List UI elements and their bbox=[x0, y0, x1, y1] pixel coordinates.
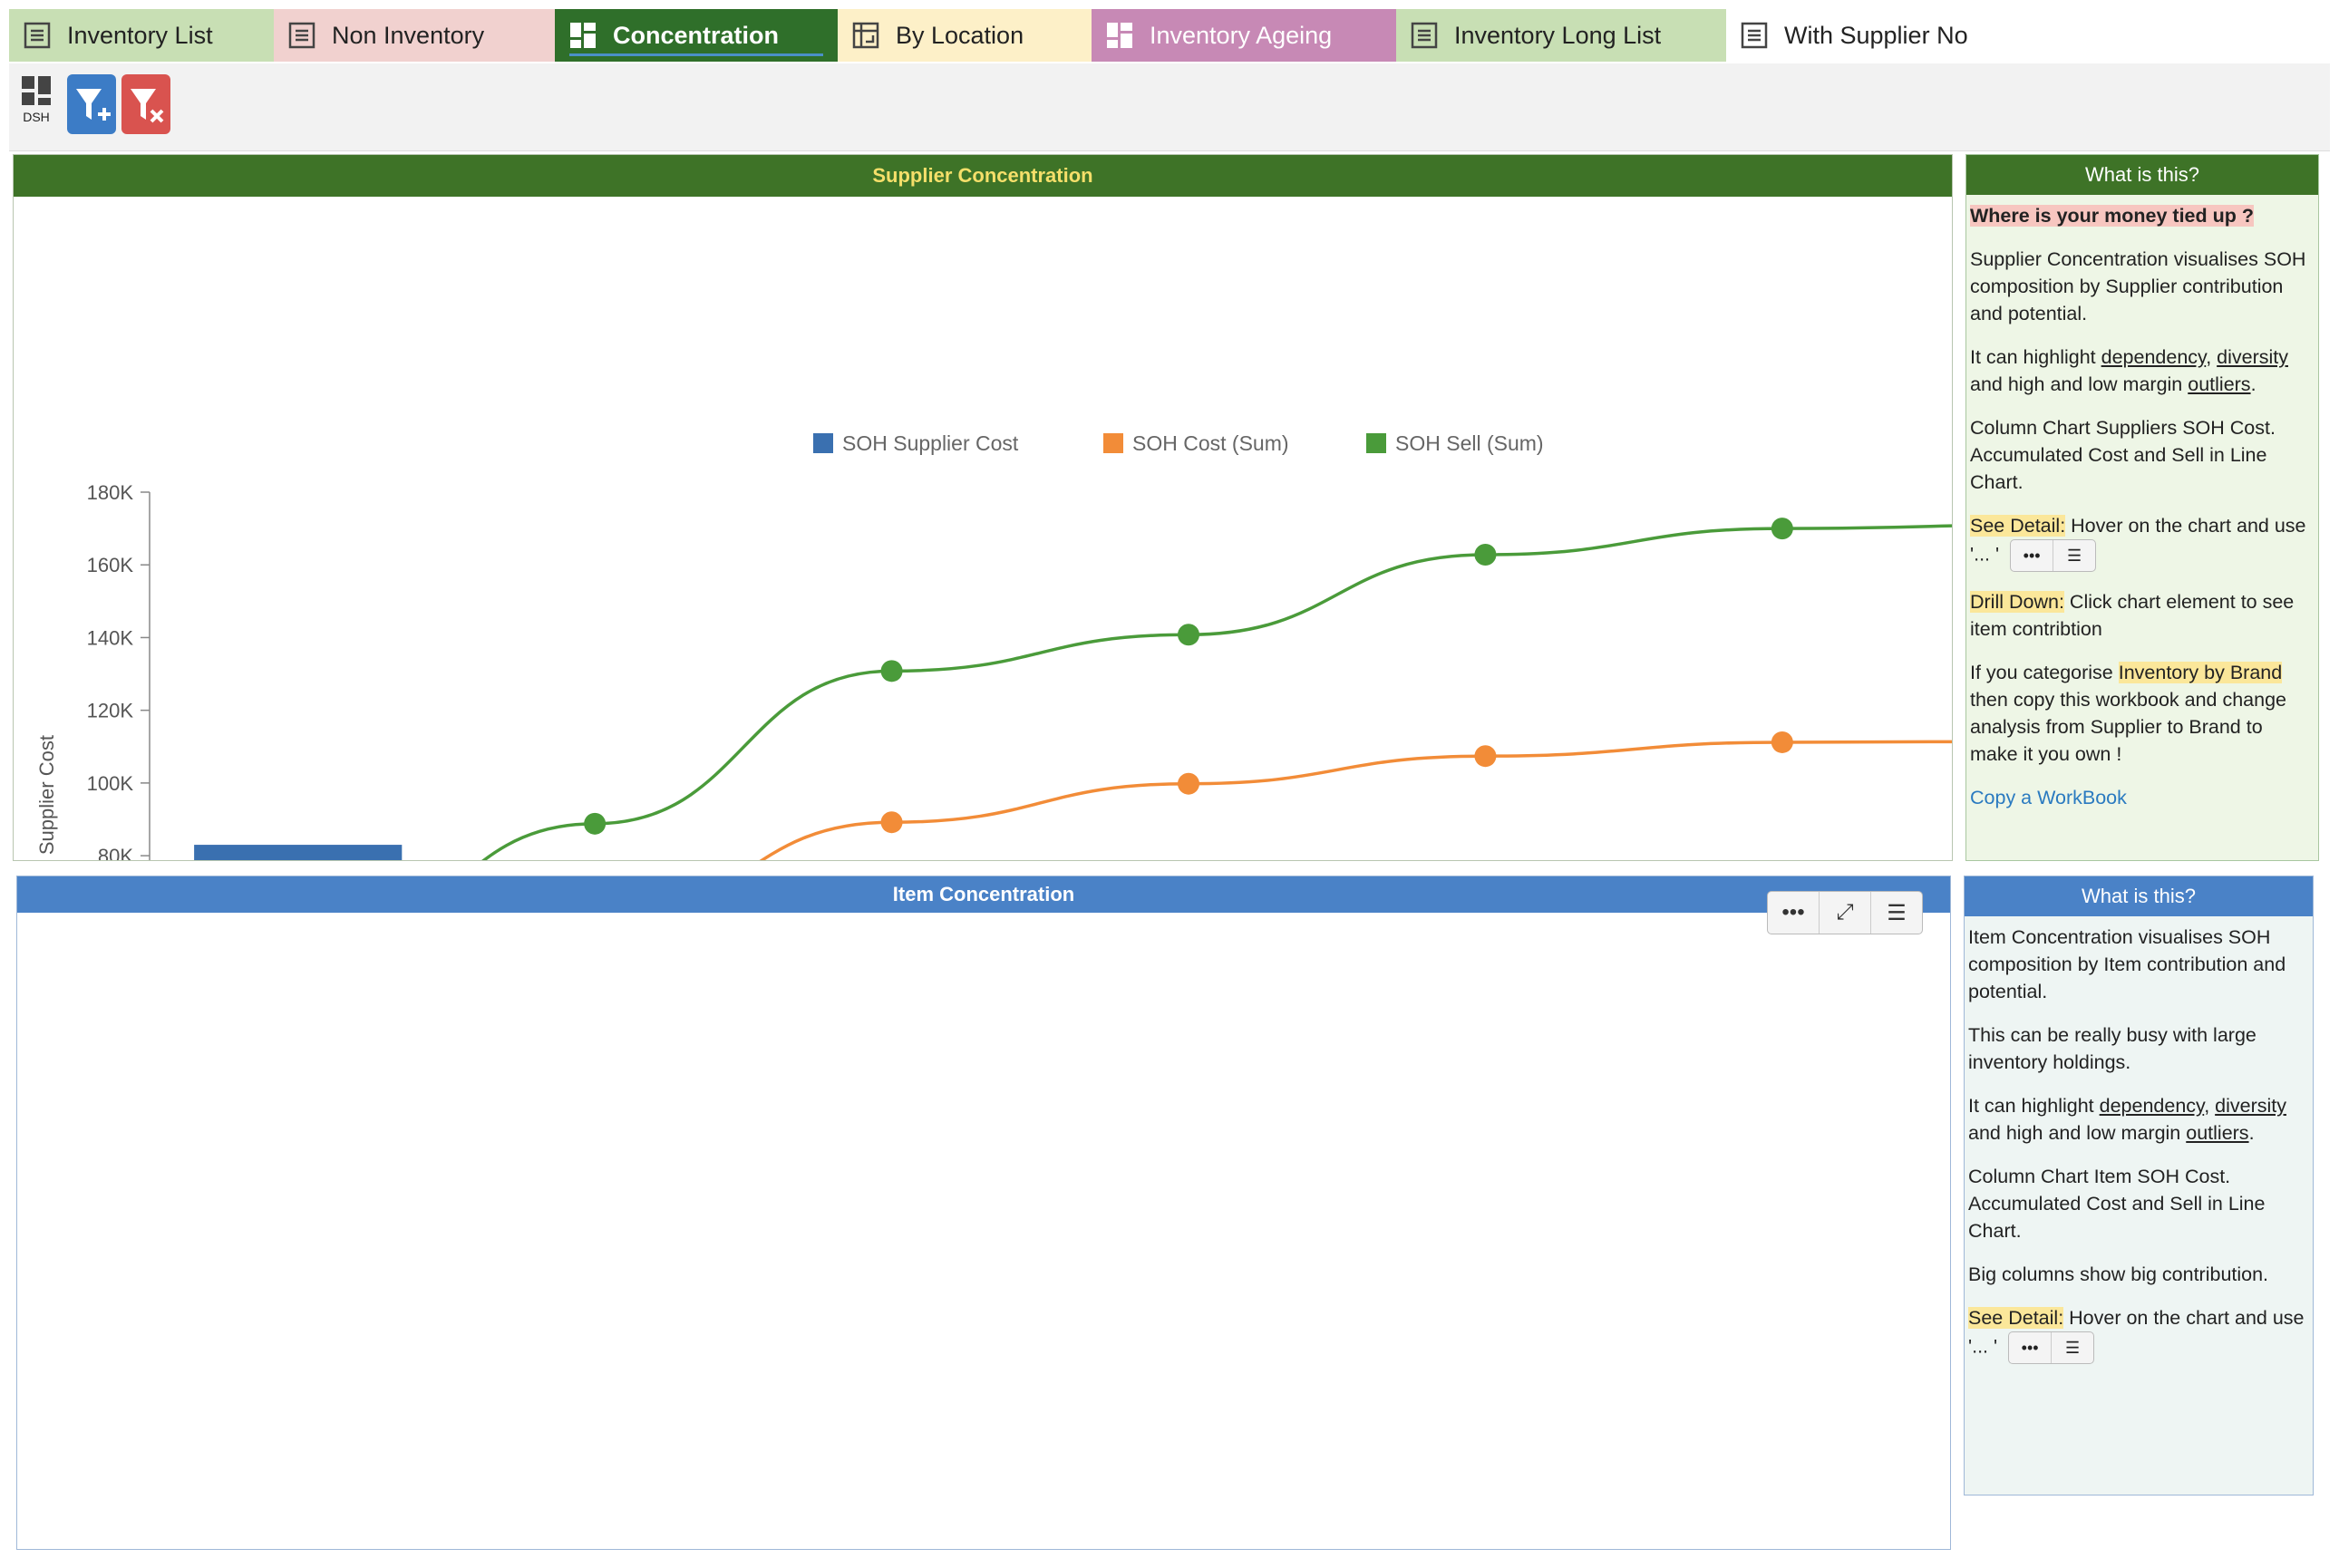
data-point bbox=[1178, 772, 1199, 795]
data-point bbox=[1178, 624, 1199, 646]
tab-non-inventory[interactable]: Non Inventory bbox=[274, 9, 555, 62]
data-point bbox=[1771, 731, 1793, 753]
item-help-panel: What is this? Item Concentration visuali… bbox=[1964, 876, 2314, 1495]
series-line bbox=[481, 524, 1952, 860]
y-tick-label: 160K bbox=[87, 554, 134, 576]
y-tick-label: 180K bbox=[87, 481, 134, 504]
tab-label: Inventory Long List bbox=[1454, 21, 1662, 49]
filter-clear-icon bbox=[131, 89, 164, 123]
tab-label: Concentration bbox=[613, 21, 780, 49]
table-view-icon[interactable]: ☰ bbox=[1887, 900, 1907, 925]
help-text: Column Chart Suppliers SOH Cost. Accumul… bbox=[1970, 417, 2276, 493]
help-text: This can be really busy with large inven… bbox=[1968, 1024, 2257, 1073]
dashboard-button[interactable]: DSH bbox=[18, 74, 54, 134]
bar bbox=[194, 845, 403, 860]
tab-inventory-ageing[interactable]: Inventory Ageing bbox=[1092, 9, 1396, 62]
y-tick-label: 80K bbox=[98, 845, 133, 860]
help-text: Supplier Concentration visualises SOH co… bbox=[1970, 248, 2306, 324]
help-text: Big columns show big contribution. bbox=[1968, 1263, 2269, 1285]
legend-label: SOH Cost (Sum) bbox=[1132, 431, 1289, 455]
tab-inventory-list[interactable]: Inventory List bbox=[9, 9, 274, 62]
tab-label: By Location bbox=[896, 21, 1024, 49]
legend-label: SOH Sell (Sum) bbox=[1395, 431, 1544, 455]
legend-label: SOH Supplier Cost bbox=[842, 431, 1019, 455]
help-text: It can highlight dependency, diversity a… bbox=[1968, 1095, 2286, 1144]
help-text: Drill Down: Click chart element to see i… bbox=[1970, 591, 2295, 640]
data-point bbox=[880, 660, 903, 682]
y-tick-label: 100K bbox=[87, 772, 134, 795]
filter-add-icon bbox=[76, 89, 111, 121]
tab-label: Inventory List bbox=[67, 21, 213, 49]
help-text: Item Concentration visualises SOH compos… bbox=[1968, 926, 2286, 1002]
help-header: What is this? bbox=[1966, 155, 2318, 195]
tab-inventory-long-list[interactable]: Inventory Long List bbox=[1396, 9, 1726, 62]
y-axis-title: SOH Supplier Cost bbox=[35, 735, 58, 860]
legend-swatch bbox=[1366, 433, 1386, 453]
item-chart[interactable] bbox=[17, 915, 1950, 1549]
tab-bar: Inventory List Non Inventory Concentrati… bbox=[9, 9, 2330, 62]
data-point bbox=[584, 812, 607, 835]
more-icon[interactable]: ••• bbox=[1768, 892, 1820, 934]
help-header: What is this? bbox=[1965, 876, 2313, 916]
tab-label: Inventory Ageing bbox=[1150, 21, 1333, 49]
tab-with-supplier-no[interactable]: With Supplier No bbox=[1726, 9, 2330, 62]
mini-tools-icon: ••• ☰ bbox=[2008, 1331, 2095, 1364]
legend-swatch bbox=[813, 433, 833, 453]
list-icon bbox=[1741, 22, 1768, 49]
help-text: It can highlight dependency, diversity a… bbox=[1970, 346, 2288, 395]
expand-icon[interactable]: ⤢ bbox=[1820, 892, 1871, 934]
help-text: See Detail: Hover on the chart and use '… bbox=[1965, 1304, 2313, 1364]
help-text: If you categorise Inventory by Brand the… bbox=[1970, 662, 2287, 765]
help-question: Where is your money tied up ? bbox=[1970, 205, 2254, 227]
toolbar: DSH bbox=[9, 63, 2330, 151]
copy-workbook-link[interactable]: Copy a WorkBook bbox=[1970, 787, 2127, 808]
tab-label: With Supplier No bbox=[1784, 21, 1968, 49]
panel-title: Item Concentration bbox=[17, 876, 1950, 913]
y-tick-label: 140K bbox=[87, 626, 134, 649]
tab-label: Non Inventory bbox=[332, 21, 485, 49]
pivot-icon bbox=[852, 22, 879, 49]
help-text: See Detail: Hover on the chart and use '… bbox=[1966, 512, 2318, 572]
tab-concentration[interactable]: Concentration bbox=[555, 9, 838, 62]
data-point bbox=[1771, 518, 1793, 540]
add-filter-button[interactable] bbox=[67, 74, 116, 134]
list-icon bbox=[24, 22, 51, 49]
legend-swatch bbox=[1103, 433, 1123, 453]
dashboard-icon bbox=[569, 22, 597, 49]
series-line bbox=[759, 740, 1952, 860]
tab-by-location[interactable]: By Location bbox=[838, 9, 1092, 62]
supplier-concentration-panel: Supplier Concentration SOH Supplier Cost… bbox=[13, 154, 1953, 861]
clear-filter-button[interactable] bbox=[121, 74, 170, 134]
item-concentration-panel: Item Concentration ••• ⤢ ☰ bbox=[16, 876, 1951, 1550]
data-point bbox=[880, 811, 903, 834]
data-point bbox=[1474, 745, 1497, 768]
y-tick-label: 120K bbox=[87, 700, 134, 722]
list-icon bbox=[1411, 22, 1438, 49]
supplier-help-panel: What is this? Where is your money tied u… bbox=[1965, 154, 2319, 861]
dashboard-icon bbox=[22, 76, 51, 105]
mini-tools-icon: ••• ☰ bbox=[2010, 539, 2097, 572]
panel-title: Supplier Concentration bbox=[14, 155, 1952, 197]
data-point bbox=[1474, 543, 1497, 566]
dsh-label: DSH bbox=[23, 110, 50, 124]
list-icon bbox=[288, 22, 315, 49]
chart-tools: ••• ⤢ ☰ bbox=[1767, 891, 1923, 934]
supplier-chart[interactable]: SOH Supplier Cost SOH Cost (Sum) SOH Sell … bbox=[14, 197, 1952, 860]
dashboard-icon bbox=[1106, 22, 1133, 49]
help-text: Column Chart Item SOH Cost. Accumulated … bbox=[1968, 1166, 2266, 1242]
